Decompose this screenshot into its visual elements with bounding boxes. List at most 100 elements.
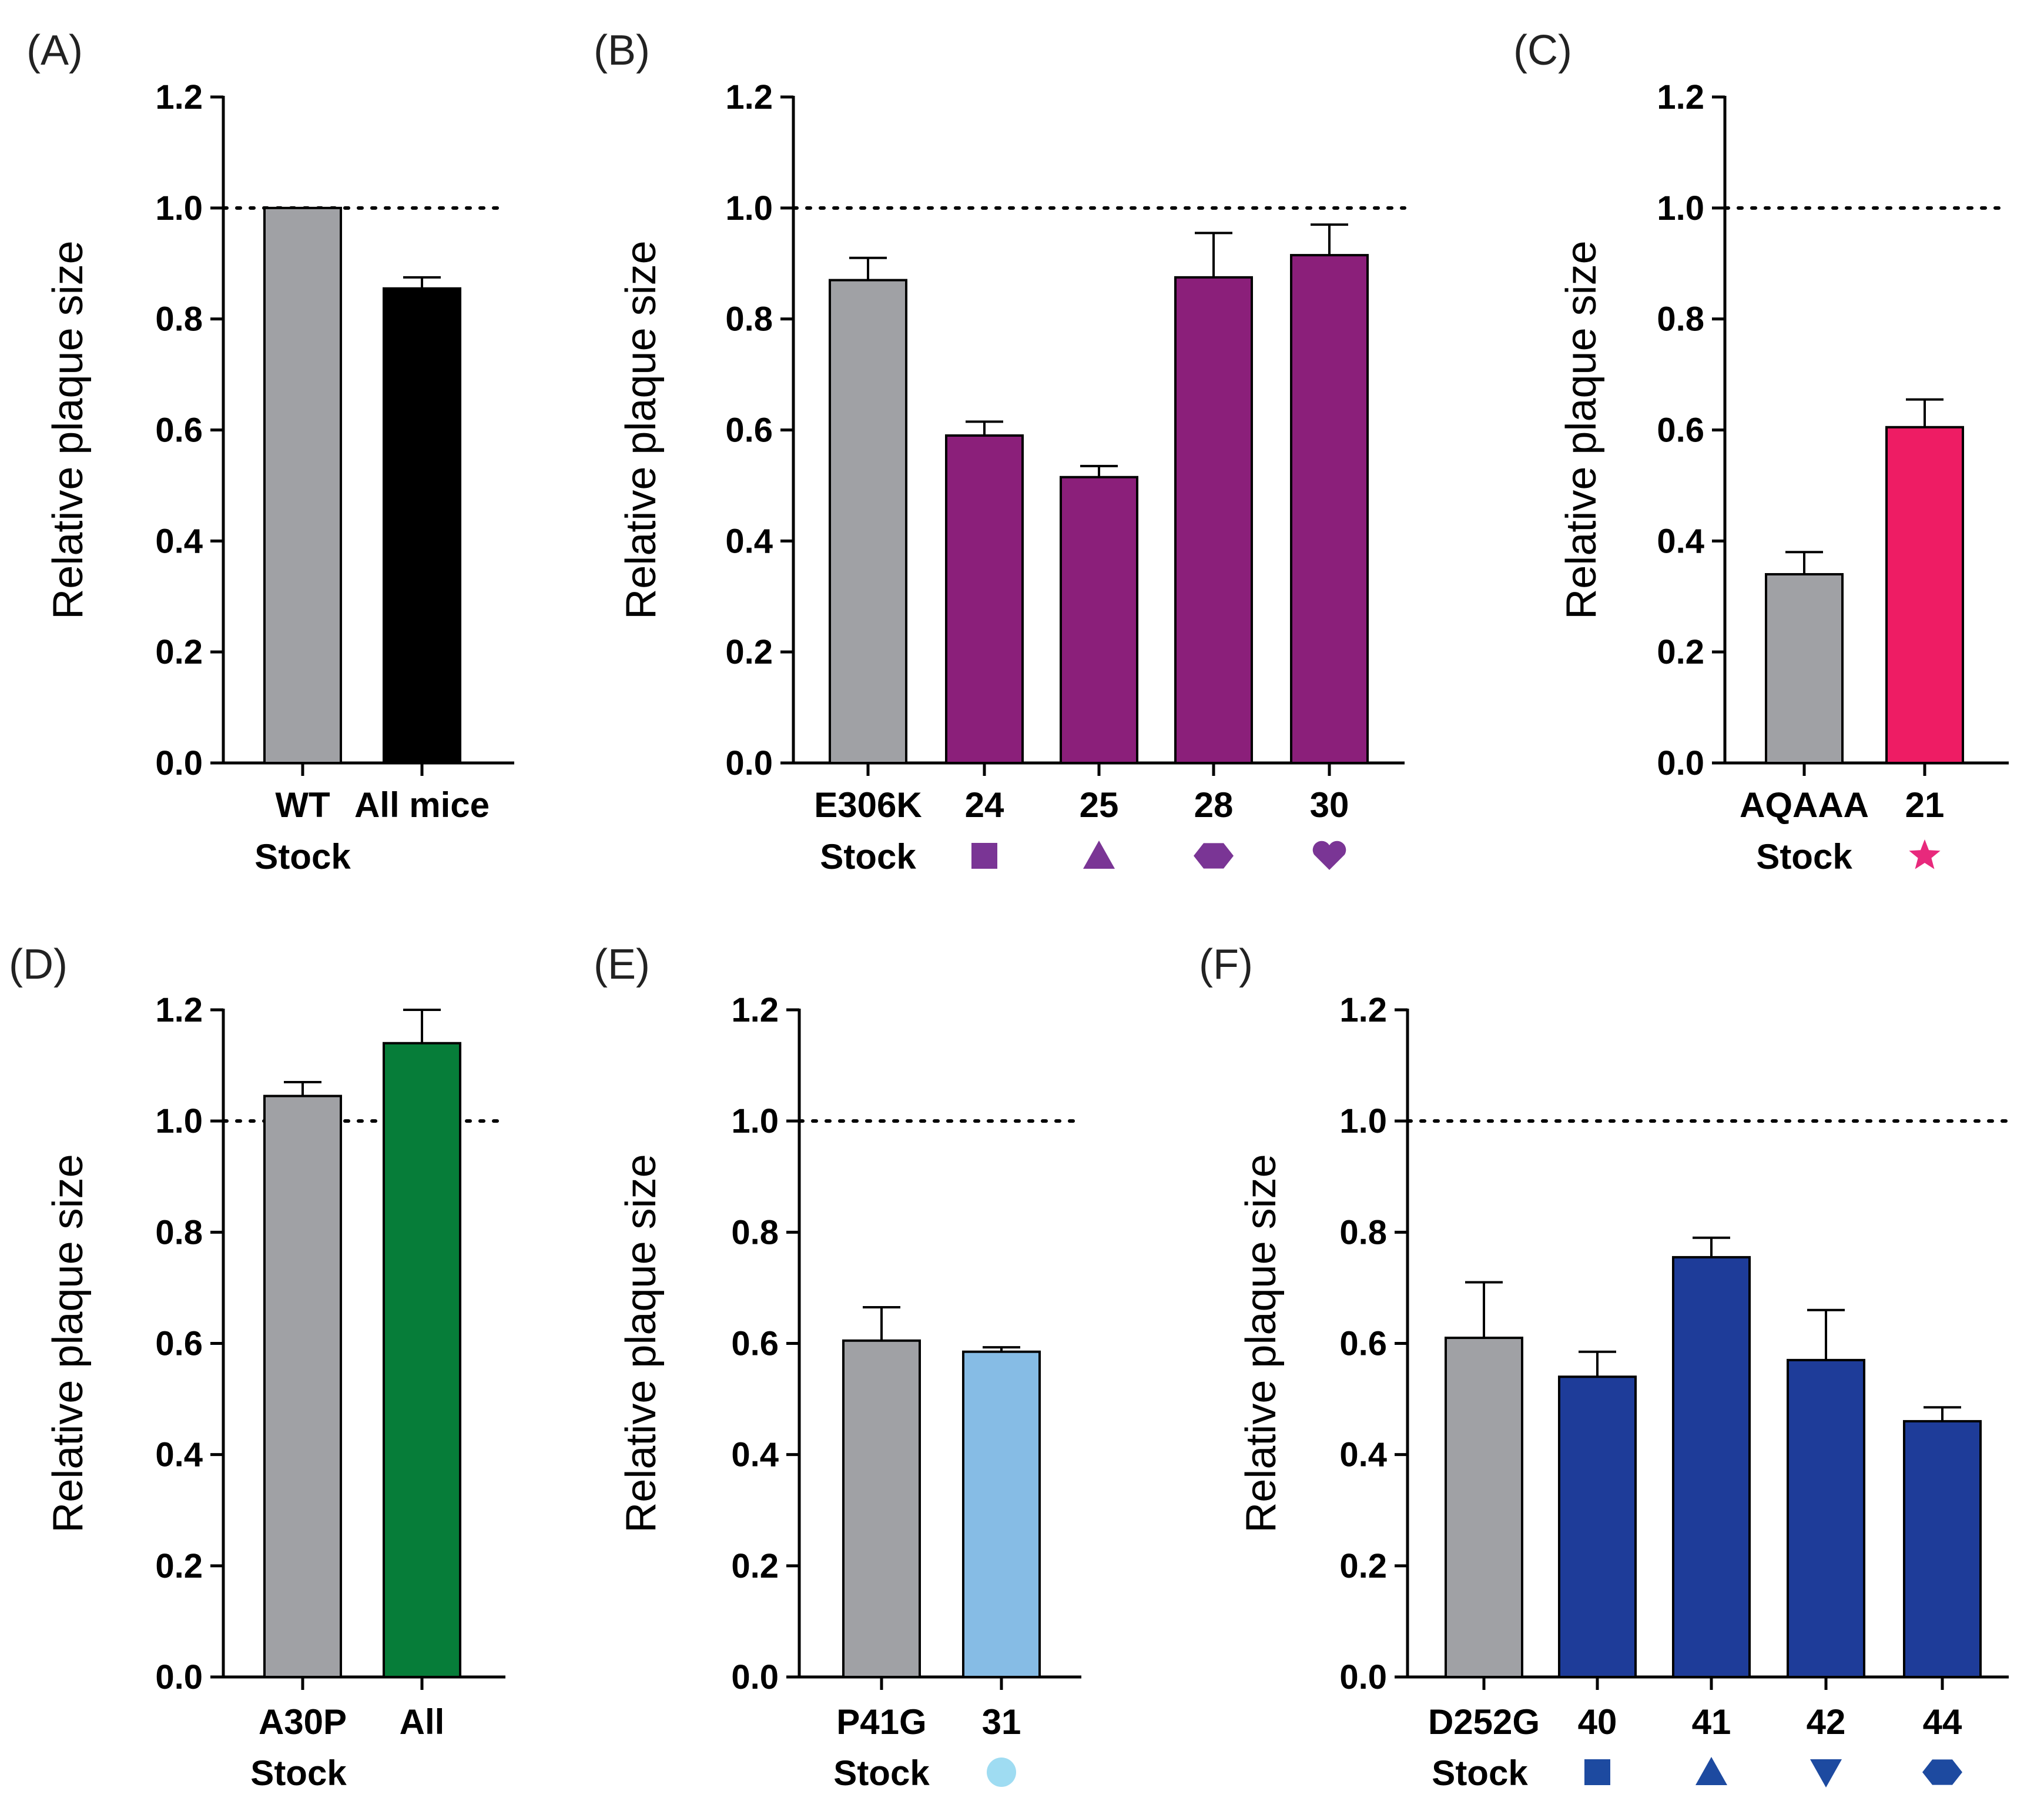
y-tick-label: 0.6	[1339, 1325, 1387, 1363]
y-tick-label: 0.6	[155, 411, 203, 450]
circle-icon	[987, 1758, 1016, 1787]
category-label: 28	[1194, 785, 1234, 825]
y-tick-label: 1.0	[1657, 189, 1704, 227]
y-tick-label: 0.0	[155, 1658, 203, 1696]
panel-d: (D) Relative plaque size 0.0 0.2 0.4 0.6 0.8 1.…	[9, 941, 505, 1793]
y-tick-label: 1.0	[731, 1102, 779, 1140]
category-label: 31	[982, 1702, 1021, 1742]
bar	[1445, 1337, 1523, 1679]
y-tick-label: 0.6	[1657, 411, 1704, 450]
category-label: 42	[1807, 1702, 1846, 1742]
bar	[1672, 1256, 1751, 1678]
stock-label: Stock	[250, 1753, 347, 1793]
panel-label: (D)	[9, 941, 68, 988]
stock-label: Stock	[833, 1753, 930, 1793]
bar	[1765, 573, 1844, 764]
category-label: All mice	[354, 785, 490, 825]
stock-label: Stock	[1432, 1753, 1528, 1793]
star-icon	[1909, 839, 1941, 869]
y-tick-label: 0.8	[731, 1213, 779, 1251]
y-tick-label: 1.0	[155, 1102, 203, 1140]
bar	[383, 287, 461, 764]
stock-label: Stock	[254, 837, 351, 876]
bar	[1174, 276, 1253, 764]
bar	[829, 279, 907, 764]
category-label: 25	[1080, 785, 1119, 825]
category-label: A30P	[259, 1702, 347, 1742]
y-tick-label: 1.0	[1339, 1102, 1387, 1140]
y-tick-label: 0.2	[1339, 1547, 1387, 1585]
y-tick-label: 0.8	[1339, 1213, 1387, 1251]
y-tick-label: 0.8	[725, 300, 773, 339]
bar	[945, 434, 1024, 764]
y-tick-label: 1.2	[725, 78, 773, 116]
stock-label: Stock	[1756, 837, 1852, 876]
triangle-icon	[1083, 841, 1115, 869]
y-tick-label: 1.2	[731, 991, 779, 1029]
y-tick-label: 1.2	[1657, 78, 1704, 116]
y-tick-label: 0.2	[725, 633, 773, 671]
panel-a: (A) Relative plaque size 0.0 0.2 0.4 0.6 0.8 1.…	[26, 27, 514, 876]
bar	[383, 1042, 461, 1678]
bar	[1885, 426, 1964, 764]
y-tick-label: 0.2	[731, 1547, 779, 1585]
y-tick-label: 0.4	[155, 522, 203, 560]
category-label: 24	[965, 785, 1004, 825]
bar	[1787, 1358, 1865, 1678]
bar	[263, 1094, 342, 1678]
panel-b: (B) Relative plaque size 0.0 0.2 0.4 0.6 0.8 1.…	[594, 27, 1406, 876]
y-axis-title: Relative plaque size	[618, 1154, 665, 1532]
y-tick-label: 0.6	[155, 1325, 203, 1363]
bar	[1060, 476, 1138, 764]
category-label: P41G	[836, 1702, 926, 1742]
y-tick-label: 1.0	[725, 189, 773, 227]
category-label: 30	[1310, 785, 1349, 825]
bar	[1903, 1420, 1982, 1679]
y-tick-label: 0.4	[1657, 522, 1704, 560]
bar	[962, 1350, 1041, 1678]
category-label: 41	[1692, 1702, 1731, 1742]
y-tick-label: 0.0	[725, 744, 773, 782]
bar	[1558, 1375, 1637, 1678]
category-label: 44	[1923, 1702, 1962, 1742]
triangle-icon	[1695, 1757, 1727, 1785]
y-tick-label: 0.0	[1657, 744, 1704, 782]
y-tick-label: 0.0	[1339, 1658, 1387, 1696]
category-label: E306K	[814, 785, 922, 825]
y-tick-label: 0.8	[1657, 300, 1704, 339]
y-axis-title: Relative plaque size	[45, 1154, 92, 1532]
panel-label: (B)	[594, 27, 650, 74]
y-axis-title: Relative plaque size	[1238, 1154, 1285, 1532]
bar	[842, 1339, 921, 1678]
y-tick-label: 1.0	[155, 189, 203, 227]
category-label: D252G	[1428, 1702, 1540, 1742]
y-tick-label: 0.4	[155, 1436, 203, 1474]
y-tick-label: 0.4	[731, 1436, 779, 1474]
y-tick-label: 0.6	[725, 411, 773, 450]
panel-e: (E) Relative plaque size 0.0 0.2 0.4 0.6 0.8 1.…	[594, 941, 1083, 1793]
hexagon-icon	[1194, 843, 1234, 869]
category-label: 21	[1905, 785, 1945, 825]
hexagon-icon	[1922, 1759, 1962, 1785]
panel-f: (F) Relative plaque size 0.0 0.2 0.4 0.6 0.8 1.…	[1199, 941, 2011, 1793]
heart-icon	[1312, 841, 1346, 870]
y-axis-title: Relative plaque size	[45, 240, 92, 619]
y-tick-label: 0.4	[1339, 1436, 1387, 1474]
category-label: All	[400, 1702, 445, 1742]
y-tick-label: 0.2	[155, 1547, 203, 1585]
panel-c: (C) Relative plaque size 0.0 0.2 0.4 0.6 0.8 1.…	[1513, 27, 2011, 876]
stock-label: Stock	[820, 837, 916, 876]
y-tick-label: 0.0	[155, 744, 203, 782]
category-label: WT	[275, 785, 330, 825]
bar	[263, 206, 342, 765]
y-tick-label: 0.8	[155, 300, 203, 339]
category-label: AQAAA	[1740, 785, 1869, 825]
square-icon	[971, 843, 997, 869]
y-tick-label: 0.6	[731, 1325, 779, 1363]
bar	[1290, 254, 1369, 764]
panel-label: (F)	[1199, 941, 1253, 988]
y-tick-label: 1.2	[1339, 991, 1387, 1029]
y-axis-title: Relative plaque size	[1558, 240, 1605, 619]
y-tick-label: 0.2	[155, 633, 203, 671]
